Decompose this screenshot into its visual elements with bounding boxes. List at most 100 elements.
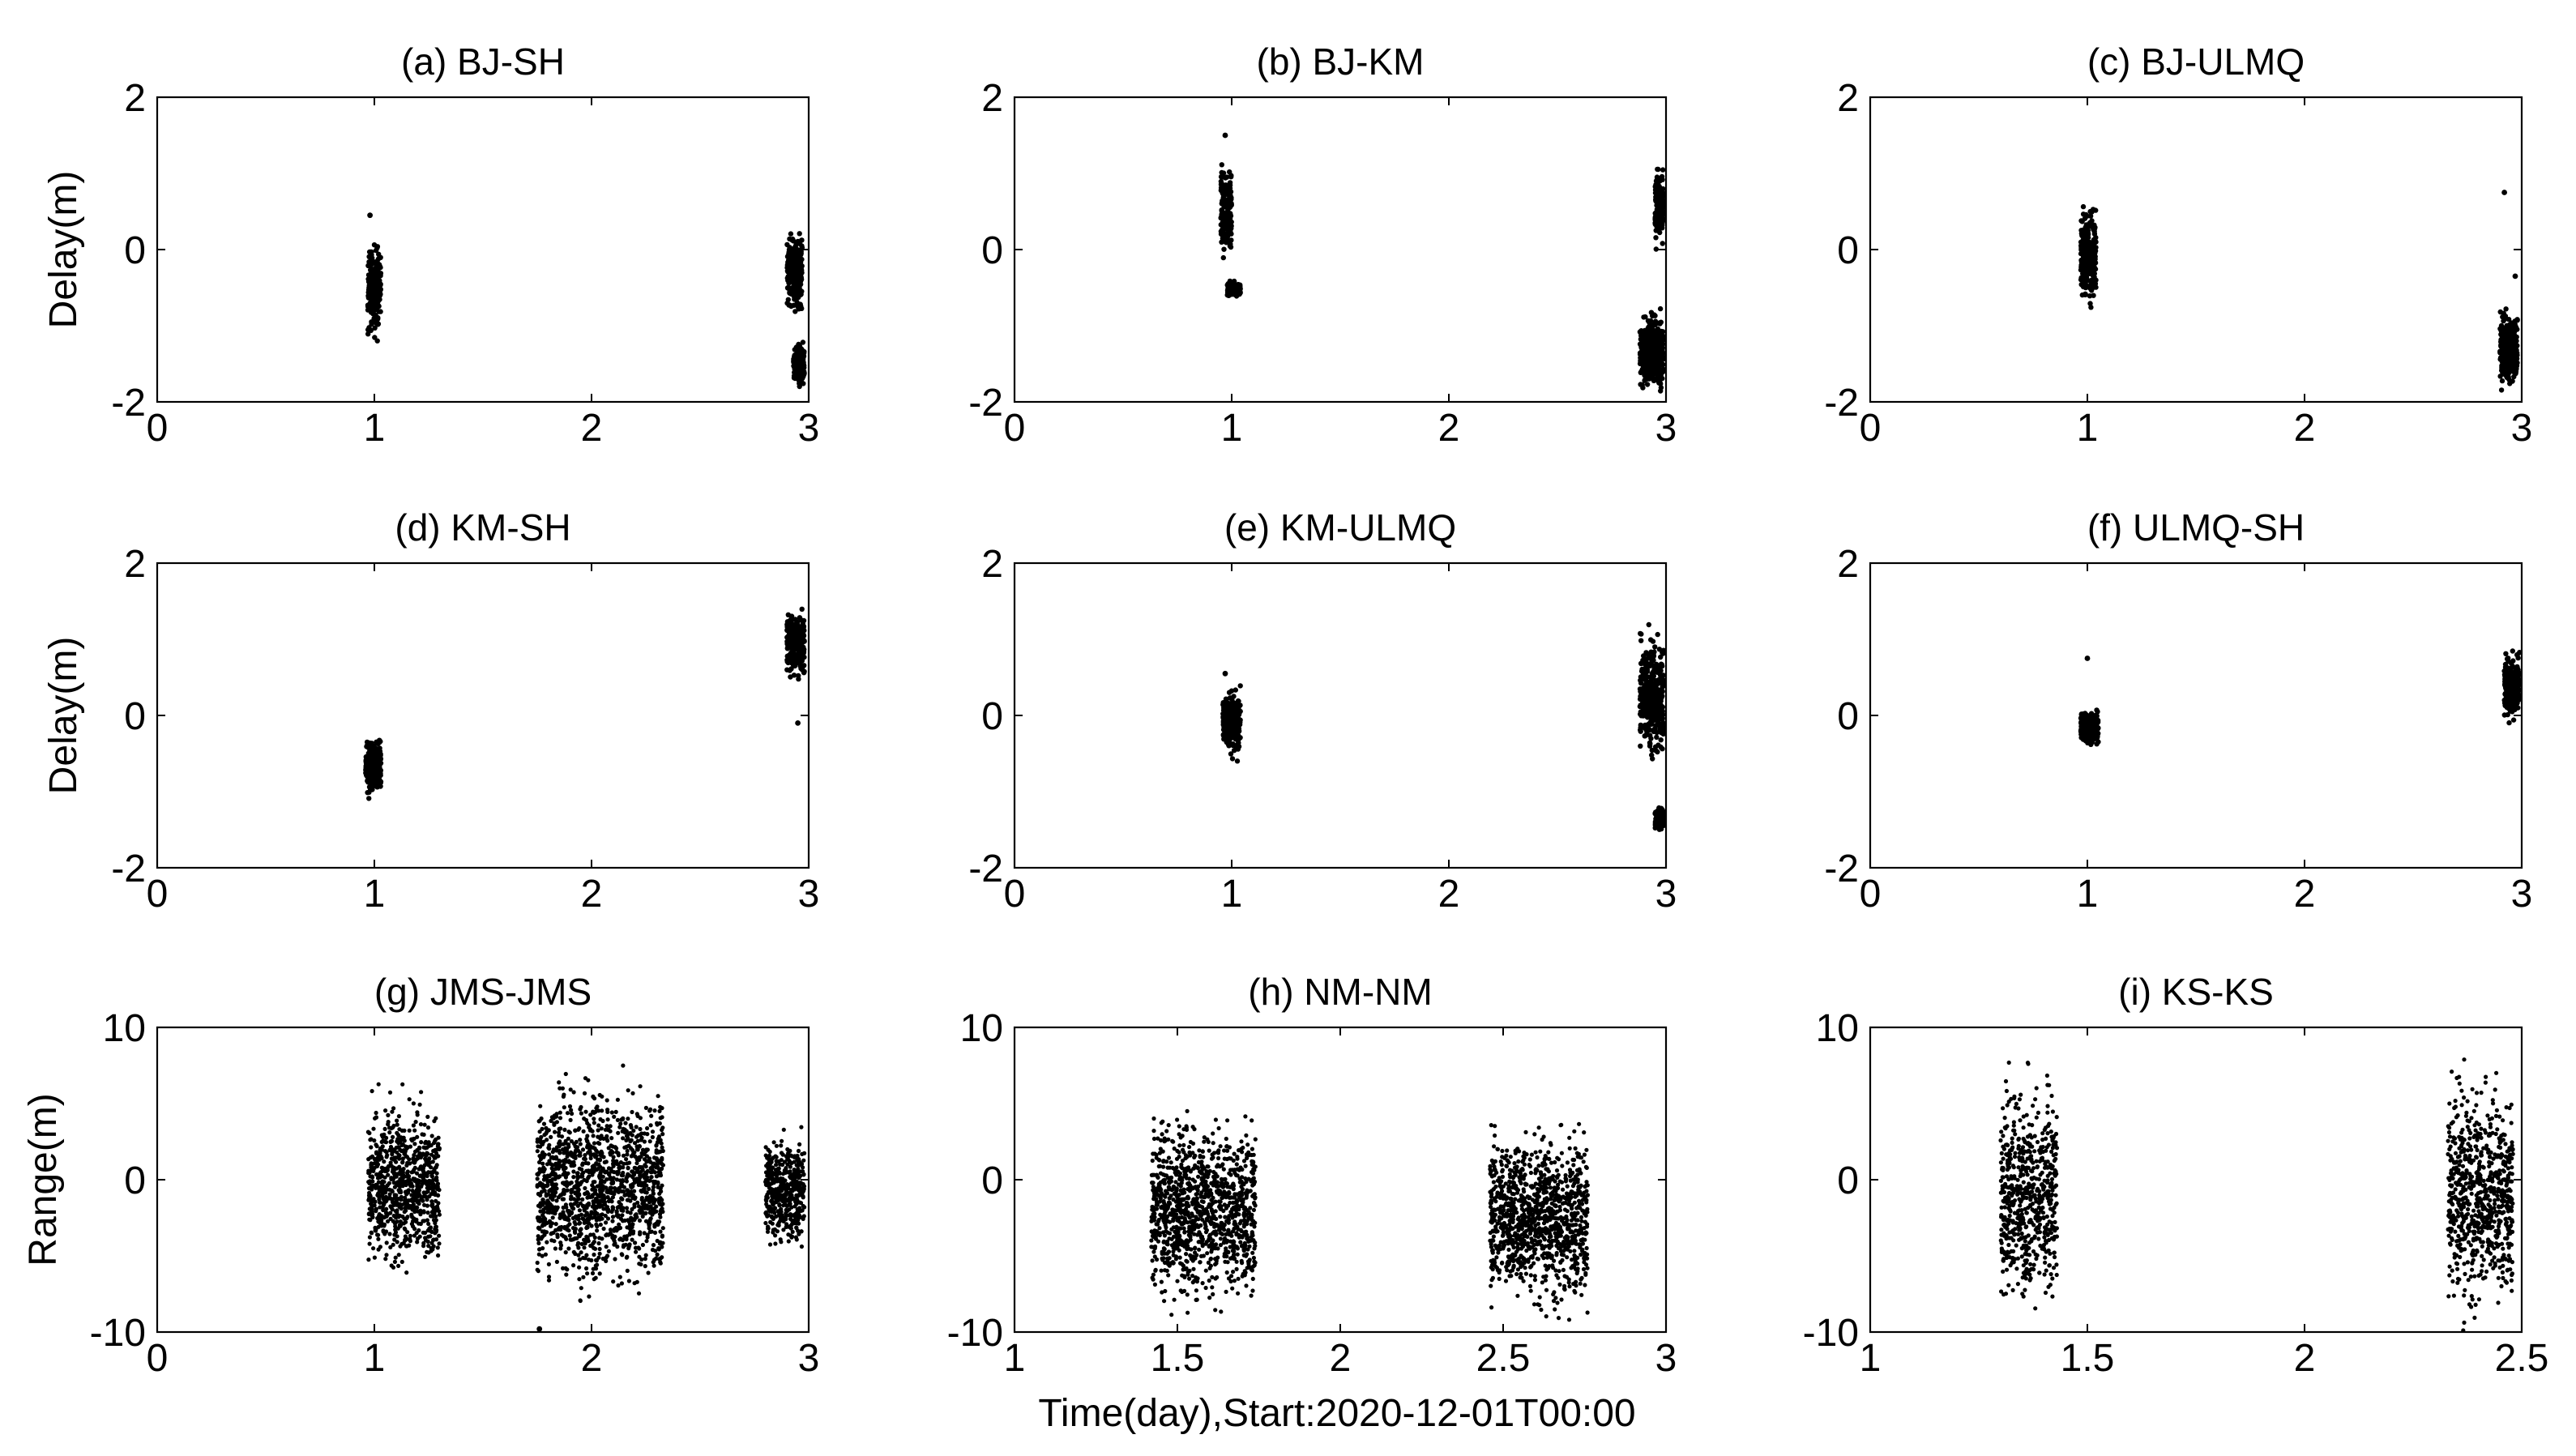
data-point xyxy=(1640,705,1647,711)
data-point xyxy=(2091,237,2097,243)
data-point xyxy=(1656,805,1662,811)
data-point xyxy=(387,1195,392,1200)
data-point xyxy=(434,1116,438,1121)
data-point xyxy=(2078,277,2084,283)
data-point xyxy=(365,1129,370,1134)
data-point xyxy=(2079,233,2085,238)
data-point xyxy=(2515,705,2521,711)
data-point xyxy=(386,1112,391,1117)
data-point xyxy=(372,1161,377,1166)
data-point xyxy=(411,1156,416,1161)
data-point xyxy=(422,1122,427,1127)
data-point xyxy=(1227,180,1233,186)
data-point xyxy=(371,295,377,301)
data-point xyxy=(422,1163,427,1168)
data-point xyxy=(426,1163,431,1168)
data-point xyxy=(1653,235,1659,241)
data-point xyxy=(582,1245,587,1250)
data-point xyxy=(1225,288,1232,294)
data-point xyxy=(387,1130,392,1135)
data-point xyxy=(378,1185,382,1189)
data-point xyxy=(375,1232,380,1237)
x-tick-label: 2 xyxy=(581,1337,603,1380)
data-point xyxy=(432,1155,438,1160)
data-point xyxy=(381,1197,386,1202)
data-point xyxy=(425,1239,430,1244)
data-point xyxy=(1649,752,1655,758)
data-point xyxy=(2085,716,2091,722)
data-point xyxy=(1651,728,1657,735)
y-tick-label: -2 xyxy=(968,848,1003,890)
panel-title: (f) ULMQ-SH xyxy=(2087,506,2305,549)
data-point xyxy=(553,1246,558,1251)
x-tick-label: 2 xyxy=(2294,873,2316,916)
data-point xyxy=(395,1145,401,1150)
outlier-point xyxy=(2501,190,2508,195)
data-point xyxy=(1234,292,1240,298)
data-point xyxy=(786,260,792,267)
x-tick-label: 3 xyxy=(798,407,820,450)
data-point xyxy=(387,1125,392,1130)
data-point xyxy=(374,1142,378,1147)
data-point xyxy=(374,338,380,344)
data-point xyxy=(410,1138,415,1143)
data-point xyxy=(391,1175,396,1180)
data-point xyxy=(1660,241,1665,246)
data-point xyxy=(796,365,801,370)
data-point xyxy=(373,247,379,254)
data-point xyxy=(421,1190,426,1195)
x-tick-label: 1 xyxy=(1221,407,1243,450)
data-point xyxy=(393,1230,399,1235)
data-point xyxy=(2083,222,2089,228)
data-point xyxy=(411,1123,416,1128)
data-point xyxy=(372,1138,377,1143)
outlier-point xyxy=(2084,655,2091,661)
data-point xyxy=(378,1245,382,1249)
data-point xyxy=(378,1205,382,1210)
data-point xyxy=(371,1126,376,1131)
data-point xyxy=(788,303,794,310)
data-point xyxy=(2095,739,2101,745)
data-point xyxy=(412,1189,417,1195)
data-point xyxy=(2510,717,2517,723)
y-tick-label: 2 xyxy=(1837,543,1859,586)
data-point xyxy=(400,1214,405,1219)
data-point xyxy=(376,774,382,779)
data-point xyxy=(794,292,800,299)
data-point xyxy=(391,1181,396,1185)
data-point xyxy=(420,1132,425,1137)
data-point xyxy=(1231,284,1237,289)
data-point xyxy=(371,301,378,307)
data-point xyxy=(1660,746,1665,752)
data-point xyxy=(375,1162,381,1167)
data-point xyxy=(1638,330,1643,335)
data-point xyxy=(1232,687,1239,693)
x-tick-label: 1 xyxy=(364,1337,386,1380)
x-tick-label: 3 xyxy=(798,873,820,916)
data-point xyxy=(545,1240,549,1245)
data-point xyxy=(1654,190,1660,196)
data-point xyxy=(400,1159,405,1164)
data-point xyxy=(376,753,382,758)
data-point xyxy=(1641,338,1647,344)
data-point xyxy=(560,1197,565,1202)
data-point xyxy=(1658,737,1664,743)
data-point xyxy=(433,1220,438,1226)
data-point xyxy=(423,1254,428,1259)
y-tick-label: 0 xyxy=(124,229,146,272)
data-point xyxy=(2083,237,2088,243)
data-point xyxy=(372,325,378,331)
data-point xyxy=(411,1202,416,1207)
data-point xyxy=(403,1227,408,1232)
x-tick-label: 1 xyxy=(1221,873,1243,916)
data-point xyxy=(2506,719,2512,726)
data-point xyxy=(1219,211,1225,217)
data-point xyxy=(1660,650,1665,655)
data-point xyxy=(2513,359,2518,365)
data-point xyxy=(373,782,378,788)
data-point xyxy=(396,1263,401,1268)
data-point xyxy=(374,1110,378,1116)
data-point xyxy=(1229,756,1236,762)
x-tick-label: 0 xyxy=(1860,407,1882,450)
